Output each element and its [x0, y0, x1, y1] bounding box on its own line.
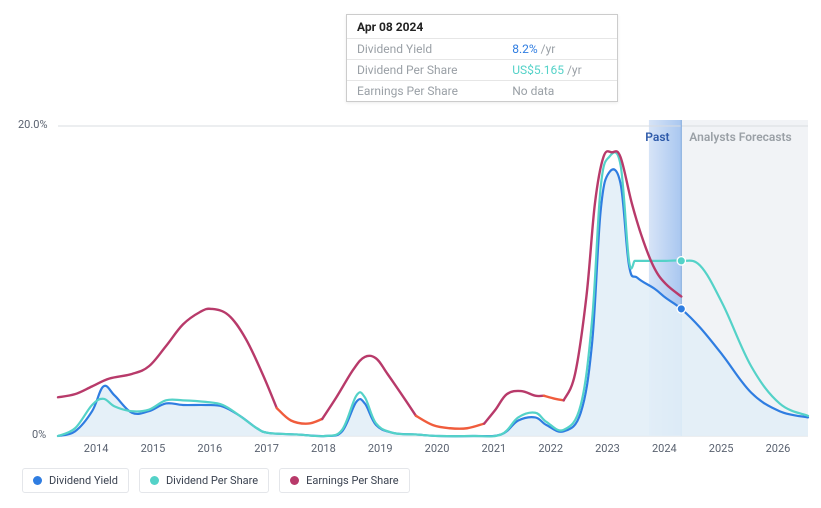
tooltip-row-label: Earnings Per Share — [347, 81, 502, 102]
legend-item-eps[interactable]: Earnings Per Share — [279, 468, 410, 493]
legend-label: Dividend Yield — [49, 474, 118, 487]
region-label-forecasts: Analysts Forecasts — [689, 130, 791, 144]
legend-label: Dividend Per Share — [166, 474, 258, 487]
x-axis-tick-label: 2022 — [538, 442, 563, 455]
tooltip-rows: Dividend Yield 8.2% /yr Dividend Per Sha… — [347, 38, 617, 101]
x-axis-tick-label: 2023 — [595, 442, 620, 455]
y-axis-tick-label: 20.0% — [18, 118, 48, 131]
x-axis-tick-label: 2018 — [311, 442, 336, 455]
tooltip-date: Apr 08 2024 — [347, 15, 617, 38]
tooltip-row-value: No data — [502, 81, 617, 102]
legend-label: Earnings Per Share — [306, 474, 399, 487]
chart-tooltip: Apr 08 2024 Dividend Yield 8.2% /yr Divi… — [346, 14, 618, 102]
legend-item-yield[interactable]: Dividend Yield — [22, 468, 129, 493]
legend-dot — [33, 476, 42, 485]
x-axis-tick-label: 2019 — [368, 442, 393, 455]
x-axis-tick-label: 2024 — [652, 442, 677, 455]
region-label-past: Past — [645, 130, 669, 144]
tooltip-row-label: Dividend Per Share — [347, 60, 502, 81]
y-axis-tick-label: 0% — [32, 428, 46, 441]
x-axis-tick-label: 2016 — [197, 442, 222, 455]
x-axis-tick-label: 2025 — [709, 442, 734, 455]
tooltip-row-value: US$5.165 /yr — [502, 60, 617, 81]
tooltip-row-label: Dividend Yield — [347, 39, 502, 60]
tooltip-row-value: 8.2% /yr — [502, 39, 617, 60]
chart-legend: Dividend Yield Dividend Per Share Earnin… — [22, 468, 410, 493]
legend-item-dps[interactable]: Dividend Per Share — [139, 468, 269, 493]
x-axis-tick-label: 2026 — [766, 442, 791, 455]
x-axis-tick-label: 2014 — [84, 442, 109, 455]
dividend-chart: Apr 08 2024 Dividend Yield 8.2% /yr Divi… — [8, 8, 813, 500]
x-axis-tick-label: 2021 — [482, 442, 507, 455]
x-axis-tick-label: 2020 — [425, 442, 450, 455]
legend-dot — [290, 476, 299, 485]
x-axis-tick-label: 2015 — [141, 442, 166, 455]
legend-dot — [150, 476, 159, 485]
x-axis-tick-label: 2017 — [254, 442, 279, 455]
